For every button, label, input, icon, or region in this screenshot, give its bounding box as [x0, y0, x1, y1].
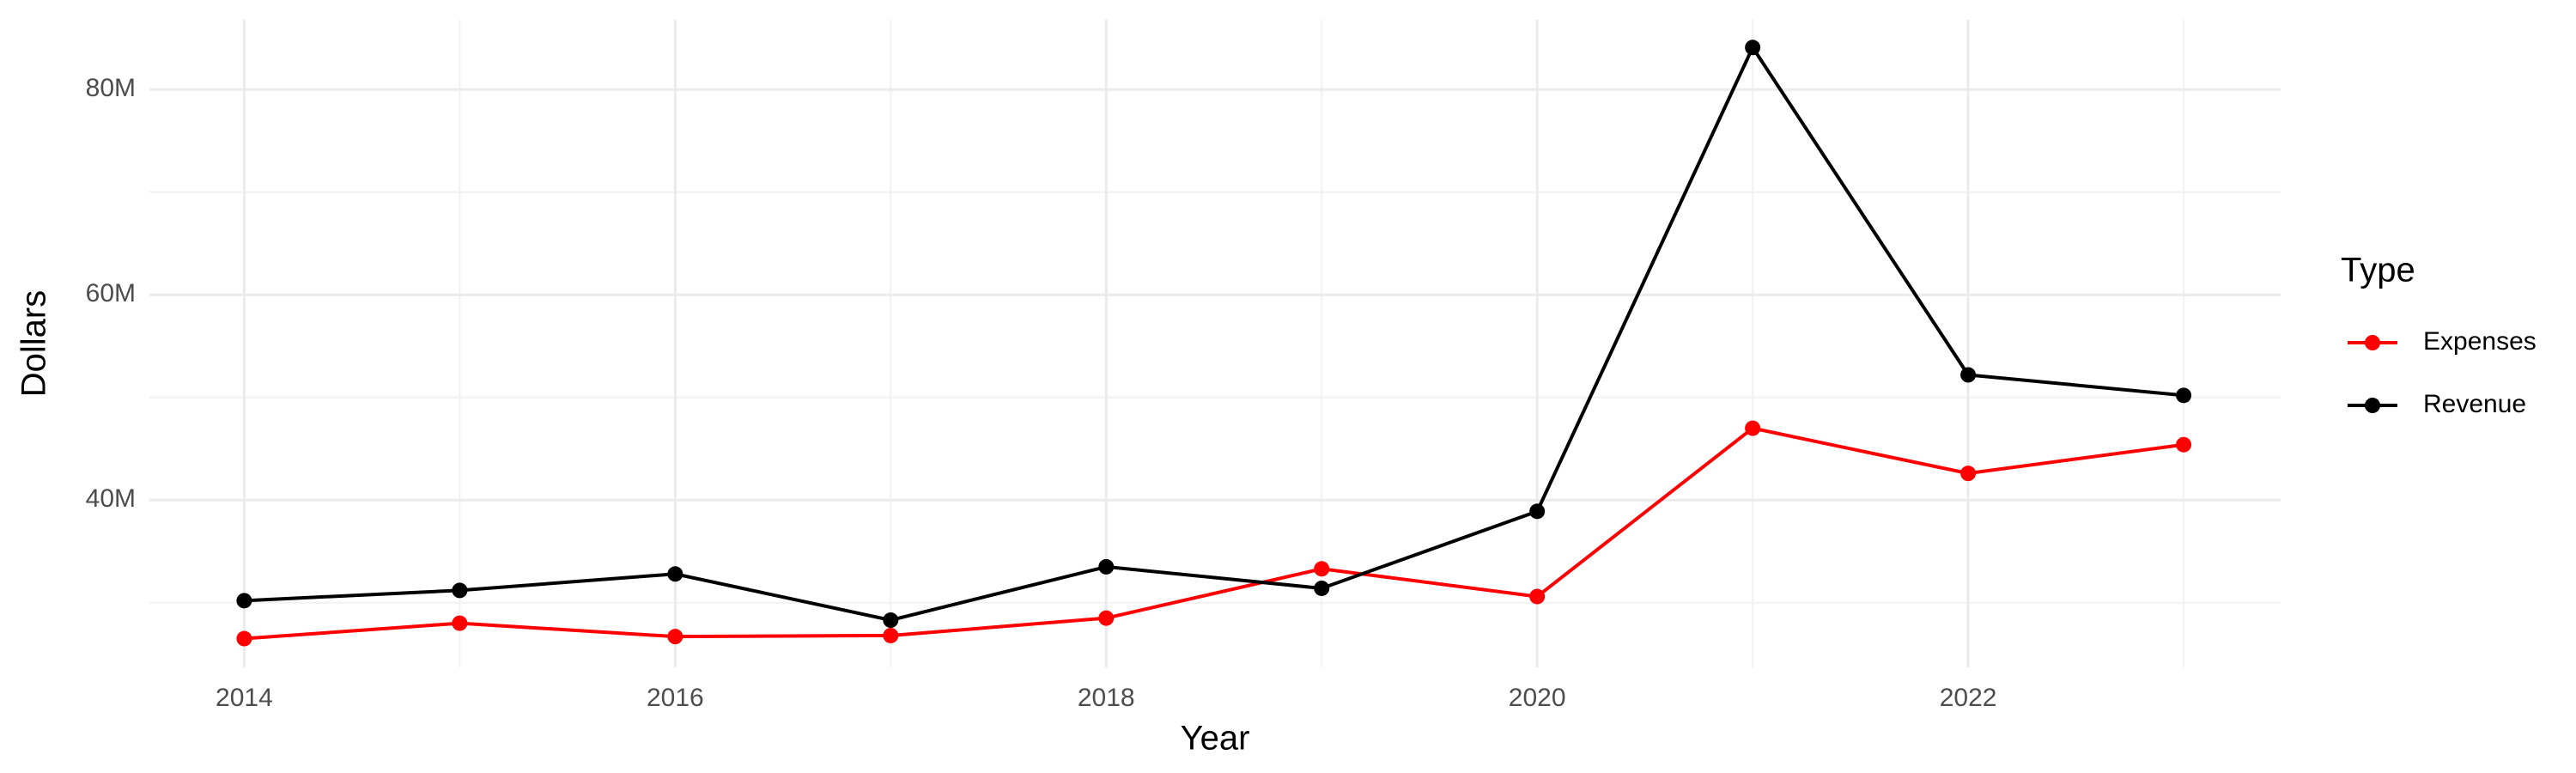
data-point	[1529, 588, 1546, 605]
data-point	[1960, 367, 1977, 383]
legend-label: Revenue	[2423, 390, 2526, 418]
data-point	[236, 630, 252, 647]
series-line	[244, 44, 2184, 623]
data-point	[1960, 466, 1977, 482]
x-tick-label: 2014	[216, 684, 273, 712]
data-point	[452, 615, 468, 631]
data-point	[667, 566, 683, 582]
data-point	[1745, 40, 1761, 56]
x-tick-label: 2022	[1940, 684, 1997, 712]
data-point	[1098, 610, 1115, 626]
data-point	[2176, 387, 2192, 404]
data-point	[2176, 436, 2192, 453]
series-line	[244, 426, 2184, 641]
x-tick-label: 2020	[1509, 684, 1566, 712]
y-axis-title: Dollars	[15, 290, 53, 397]
y-tick-label: 80M	[86, 74, 136, 102]
y-tick-label: 40M	[86, 484, 136, 513]
data-point	[667, 629, 683, 645]
data-point	[883, 627, 899, 643]
x-tick-label: 2018	[1078, 684, 1135, 712]
legend-swatch-point	[2365, 335, 2380, 350]
x-axis-title: Year	[1181, 720, 1250, 758]
x-tick-label: 2016	[647, 684, 704, 712]
data-point	[1314, 580, 1330, 596]
data-point	[1314, 561, 1330, 577]
data-point	[236, 593, 252, 609]
data-point	[1745, 420, 1761, 436]
data-point	[883, 612, 899, 629]
legend-label: Expenses	[2423, 327, 2537, 356]
data-point	[452, 582, 468, 599]
data-point	[1098, 558, 1115, 575]
legend-title: Type	[2341, 252, 2415, 289]
y-tick-label: 60M	[86, 279, 136, 307]
legend-swatch-point	[2365, 398, 2380, 413]
data-point	[1529, 503, 1546, 520]
